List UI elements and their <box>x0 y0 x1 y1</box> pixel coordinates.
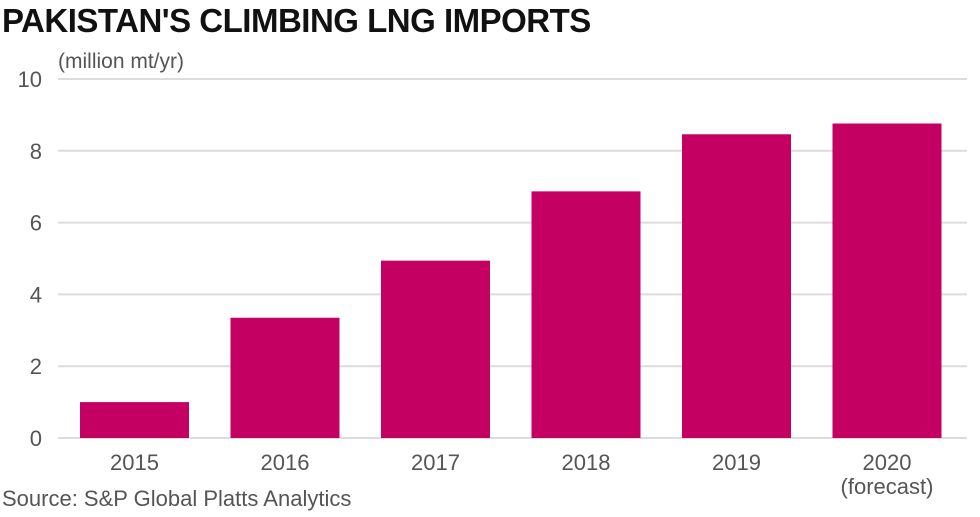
y-tick-label: 4 <box>30 282 42 307</box>
bar-2019 <box>682 134 791 438</box>
y-tick-label: 10 <box>18 67 42 92</box>
bar-2016 <box>230 317 340 438</box>
source-note: Source: S&P Global Platts Analytics <box>2 486 352 511</box>
x-tick-label: 2015 <box>110 450 159 475</box>
y-tick-label: 8 <box>30 139 42 164</box>
bar-2018 <box>531 191 641 438</box>
bar-2015 <box>80 402 189 438</box>
x-tick-label: 2020 <box>863 450 912 475</box>
x-tick-label: 2018 <box>562 450 611 475</box>
bar-2020 <box>832 123 942 439</box>
y-unit-label: (million mt/yr) <box>58 50 184 73</box>
x-tick-label: 2016 <box>261 450 310 475</box>
y-tick-label: 0 <box>30 426 42 451</box>
x-tick-label: 2017 <box>411 450 460 475</box>
bar-2017 <box>381 260 490 438</box>
y-tick-label: 2 <box>30 354 42 379</box>
x-tick-label: 2019 <box>712 450 761 475</box>
y-tick-label: 6 <box>30 211 42 236</box>
x-tick-sublabel: (forecast) <box>841 474 934 499</box>
chart-title: PAKISTAN'S CLIMBING LNG IMPORTS <box>2 2 591 39</box>
